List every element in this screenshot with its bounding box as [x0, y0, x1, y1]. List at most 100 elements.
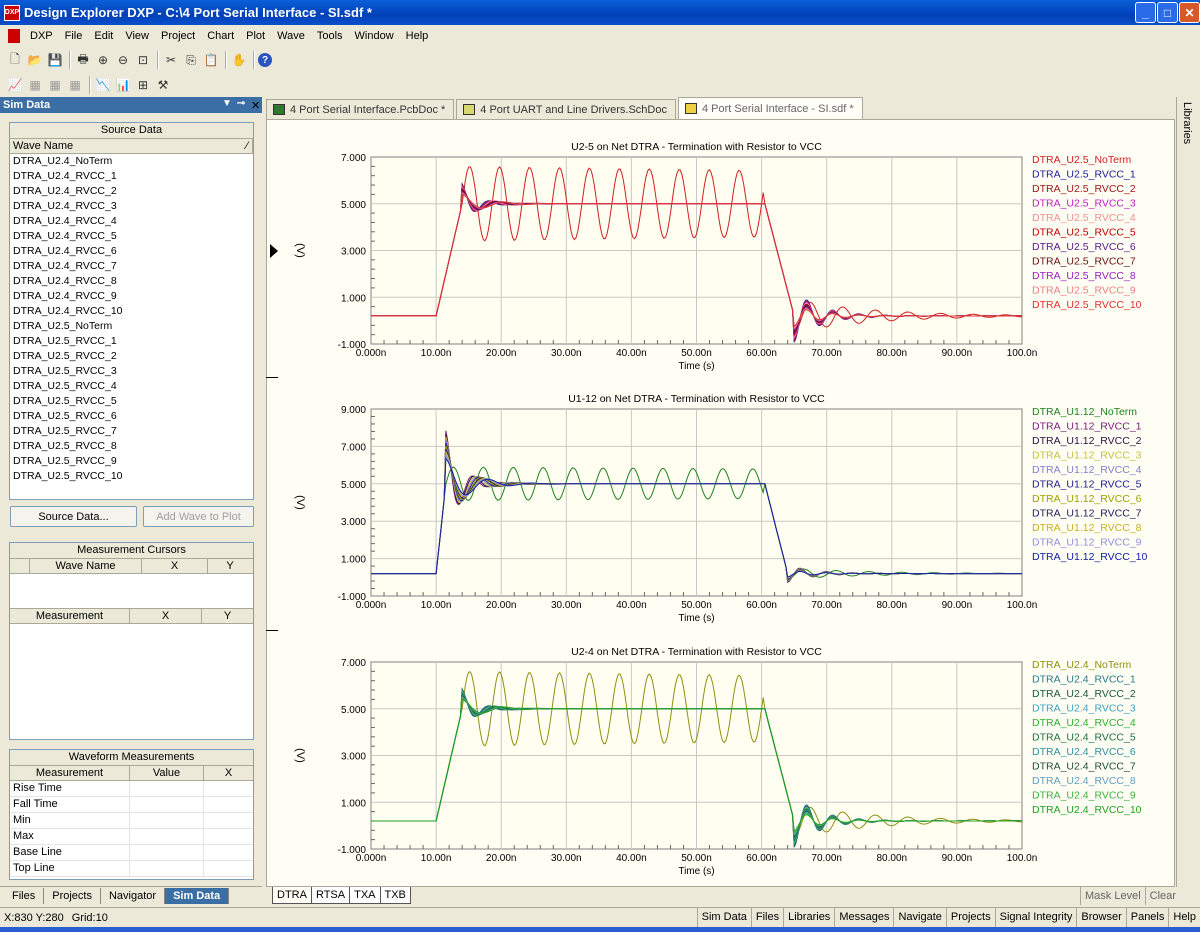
mask-level-button[interactable]: Mask Level	[1080, 887, 1145, 905]
wave-list-item[interactable]: DTRA_U2.5_RVCC_9	[13, 455, 117, 467]
wave-list-item[interactable]: DTRA_U2.5_RVCC_6	[13, 410, 117, 422]
new-icon[interactable]: 🗋	[10, 51, 20, 66]
status-panel-help[interactable]: Help	[1168, 908, 1200, 928]
wave-list-item[interactable]: DTRA_U2.4_RVCC_10	[13, 305, 123, 317]
status-panel-files[interactable]: Files	[750, 908, 783, 928]
wave-name-column-header[interactable]: Wave Name ⁄	[10, 139, 253, 154]
tab-files[interactable]: Files	[4, 887, 45, 904]
tools-icon[interactable]: ⚒	[157, 78, 169, 92]
menu-window[interactable]: Window	[354, 30, 394, 42]
minimize-button[interactable]: _	[1135, 2, 1156, 23]
wave-list-item[interactable]: DTRA_U2.5_RVCC_8	[13, 440, 117, 452]
wave-list-item[interactable]: DTRA_U2.4_RVCC_9	[13, 290, 117, 302]
measurement-col[interactable]: Measurement	[10, 609, 130, 623]
status-panel-panels[interactable]: Panels	[1125, 908, 1169, 928]
wave-list-item[interactable]: DTRA_U2.5_NoTerm	[13, 320, 113, 332]
measurement-row[interactable]: Fall Time	[10, 797, 253, 813]
wave-list-item[interactable]: DTRA_U2.5_RVCC_4	[13, 380, 117, 392]
wave-name-col[interactable]: Wave Name	[30, 559, 142, 573]
menu-edit[interactable]: Edit	[94, 30, 114, 42]
cut-icon[interactable]: ✂	[165, 53, 177, 67]
wave-list-item[interactable]: DTRA_U2.4_RVCC_2	[13, 185, 117, 197]
status-panel-libraries[interactable]: Libraries	[783, 908, 834, 928]
doc-tab-sdf[interactable]: 4 Port Serial Interface - SI.sdf *	[677, 97, 863, 119]
status-panel-projects[interactable]: Projects	[945, 908, 995, 928]
wave-options-icon[interactable]: ▦	[69, 78, 81, 92]
wave-list-item[interactable]: DTRA_U2.4_RVCC_5	[13, 230, 117, 242]
wave-list-item[interactable]: DTRA_U2.5_RVCC_3	[13, 365, 117, 377]
wave-list-item[interactable]: DTRA_U2.5_RVCC_10	[13, 470, 123, 482]
wave-list-item[interactable]: DTRA_U2.4_RVCC_8	[13, 275, 117, 287]
wave-tab-txa[interactable]: TXA	[349, 887, 381, 904]
doc-tab-pcb[interactable]: 4 Port Serial Interface.PcbDoc *	[266, 99, 455, 119]
wave-list-item[interactable]: DTRA_U2.5_RVCC_5	[13, 395, 117, 407]
wave-list-item[interactable]: DTRA_U2.4_RVCC_4	[13, 215, 117, 227]
clear-button[interactable]: Clear	[1144, 887, 1180, 905]
zoom-in-icon[interactable]: ⊕	[97, 53, 109, 67]
measurement-row[interactable]: Min	[10, 813, 253, 829]
value-col[interactable]: Value	[130, 766, 204, 780]
x-col[interactable]: X	[224, 767, 233, 779]
y-col[interactable]: Y	[223, 610, 232, 622]
wave-list-item[interactable]: DTRA_U2.5_RVCC_2	[13, 350, 117, 362]
status-panel-navigate[interactable]: Navigate	[893, 908, 945, 928]
copy-icon[interactable]: ⎘	[186, 52, 196, 67]
plot-divider[interactable]	[266, 377, 278, 378]
tab-sim-data[interactable]: Sim Data	[165, 887, 230, 904]
save-icon[interactable]: 💾	[47, 53, 63, 67]
zoom-out-icon[interactable]: ⊖	[117, 53, 129, 67]
wave-list-item[interactable]: DTRA_U2.4_RVCC_7	[13, 260, 117, 272]
status-panel-browser[interactable]: Browser	[1076, 908, 1125, 928]
wave-list-item[interactable]: DTRA_U2.4_NoTerm	[13, 155, 113, 167]
wave-list-item[interactable]: DTRA_U2.4_RVCC_6	[13, 245, 117, 257]
menu-view[interactable]: View	[125, 30, 149, 42]
status-panel-messages[interactable]: Messages	[834, 908, 893, 928]
zoom-fit-icon[interactable]: ⊡	[137, 53, 149, 67]
wave-tab-rtsa[interactable]: RTSA	[310, 887, 351, 904]
measurement-row[interactable]: Top Line	[10, 861, 253, 877]
plot-divider[interactable]	[266, 630, 278, 631]
measurement-row[interactable]: Rise Time	[10, 781, 253, 797]
add-wave-to-plot-button[interactable]: Add Wave to Plot	[143, 506, 254, 527]
wave-list-item[interactable]: DTRA_U2.5_RVCC_1	[13, 335, 117, 347]
open-icon[interactable]: 📂	[27, 53, 43, 67]
libraries-side-panel[interactable]: Libraries	[1176, 97, 1200, 887]
measurement-col[interactable]: Measurement	[10, 766, 130, 780]
panel-pin-icon[interactable]: ⊸	[236, 98, 246, 109]
status-panel-signal-integrity[interactable]: Signal Integrity	[994, 908, 1077, 928]
print-icon[interactable]: 🖶	[77, 51, 89, 66]
menu-help[interactable]: Help	[405, 30, 429, 42]
paste-icon[interactable]: 📋	[203, 53, 219, 67]
menu-dxp[interactable]: DXP	[30, 30, 53, 42]
y-col[interactable]: Y	[226, 560, 234, 572]
menu-plot[interactable]: Plot	[246, 30, 266, 42]
menu-file[interactable]: File	[64, 30, 83, 42]
menu-chart[interactable]: Chart	[207, 30, 235, 42]
chart-options-icon[interactable]: ▦	[29, 78, 41, 92]
tab-navigator[interactable]: Navigator	[101, 887, 166, 904]
new-chart-icon[interactable]: 📈	[7, 78, 23, 92]
status-panel-sim-data[interactable]: Sim Data	[696, 908, 751, 928]
source-data-button[interactable]: Source Data...	[10, 506, 137, 527]
measurement-row[interactable]: Base Line	[10, 845, 253, 861]
plot-options-icon[interactable]: ▦	[49, 78, 61, 92]
measure-icon[interactable]: ⊞	[137, 78, 149, 92]
wave-list-item[interactable]: DTRA_U2.4_RVCC_1	[13, 170, 117, 182]
add-wave-icon[interactable]: 📊	[115, 78, 131, 92]
measurement-row[interactable]: Max	[10, 829, 253, 845]
wave-list-item[interactable]: DTRA_U2.4_RVCC_3	[13, 200, 117, 212]
pan-hand-icon[interactable]: ✋	[231, 53, 247, 67]
menu-project[interactable]: Project	[160, 30, 196, 42]
panel-menu-icon[interactable]: ▼	[222, 98, 232, 109]
x-col[interactable]: X	[142, 559, 208, 573]
tab-projects[interactable]: Projects	[44, 887, 101, 904]
help-icon[interactable]: ?	[258, 53, 272, 67]
add-plot-icon[interactable]: 📉	[95, 78, 111, 92]
wave-tab-txb[interactable]: TXB	[379, 887, 411, 904]
menu-tools[interactable]: Tools	[316, 30, 343, 42]
wave-list-item[interactable]: DTRA_U2.5_RVCC_7	[13, 425, 117, 437]
x-col[interactable]: X	[130, 609, 202, 623]
maximize-button[interactable]: □	[1157, 2, 1178, 23]
close-window-button[interactable]: ✕	[1179, 2, 1200, 23]
wave-tab-dtra[interactable]: DTRA	[272, 887, 312, 904]
